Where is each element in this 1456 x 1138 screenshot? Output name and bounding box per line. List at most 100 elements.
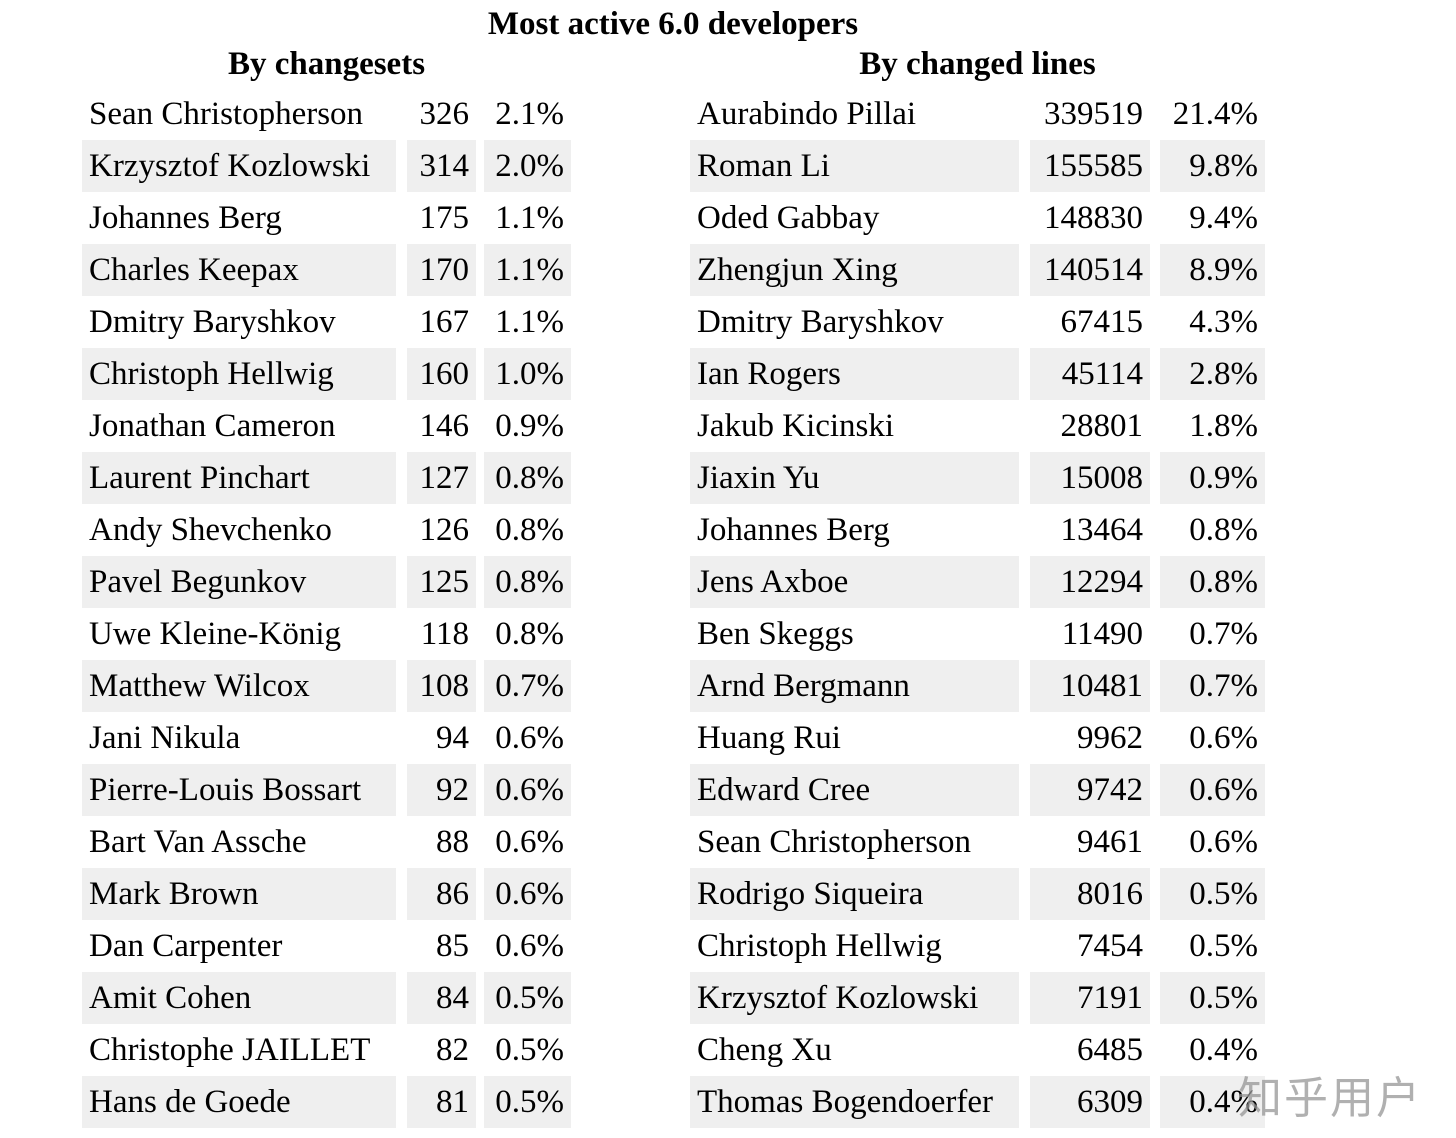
percent-value: 2.8% [1160, 348, 1265, 400]
developer-name: Rodrigo Siqueira [690, 868, 1019, 920]
table-row: Christoph Hellwig 7454 0.5% [690, 920, 1265, 972]
developer-name: Oded Gabbay [697, 200, 880, 236]
count-value: 125 [407, 556, 476, 608]
table-row: Bart Van Assche 88 0.6% [82, 816, 571, 868]
percent-value: 0.5% [495, 1032, 564, 1068]
percent-value: 4.3% [1189, 304, 1258, 340]
table-row: Zhengjun Xing 140514 8.9% [690, 244, 1265, 296]
developer-name: Christoph Hellwig [82, 348, 396, 400]
developer-name: Jani Nikula [89, 720, 241, 756]
count-value: 167 [419, 304, 470, 340]
table-row: Edward Cree 9742 0.6% [690, 764, 1265, 816]
changed-lines-heading: By changed lines [859, 46, 1096, 82]
table-row: Charles Keepax 170 1.1% [82, 244, 571, 296]
count-value: 146 [419, 408, 470, 444]
table-row: Jens Axboe 12294 0.8% [690, 556, 1265, 608]
percent-value: 0.8% [484, 452, 571, 504]
percent-value: 0.5% [484, 1076, 571, 1128]
count-value: 10481 [1030, 660, 1150, 712]
percent-value: 0.6% [1189, 720, 1258, 756]
percent-value: 1.8% [1189, 408, 1258, 444]
count-value: 15008 [1030, 452, 1150, 504]
developer-name: Johannes Berg [89, 200, 282, 236]
developer-name: Ben Skeggs [697, 616, 854, 652]
percent-value: 1.1% [484, 244, 571, 296]
table-row: Thomas Bogendoerfer 6309 0.4% [690, 1076, 1265, 1128]
table-row: Roman Li 155585 9.8% [690, 140, 1265, 192]
developer-name: Thomas Bogendoerfer [690, 1076, 1019, 1128]
percent-value: 0.8% [495, 616, 564, 652]
table-row: Dan Carpenter 85 0.6% [82, 920, 571, 972]
developer-name: Johannes Berg [697, 512, 890, 548]
changesets-heading: By changesets [227, 46, 426, 82]
count-value: 155585 [1030, 140, 1150, 192]
count-value: 67415 [1060, 304, 1144, 340]
developer-name: Laurent Pinchart [82, 452, 396, 504]
developer-name: Dan Carpenter [89, 928, 283, 964]
table-row: Cheng Xu 6485 0.4% [690, 1024, 1265, 1076]
table-row: Ben Skeggs 11490 0.7% [690, 608, 1265, 660]
page-title: Most active 6.0 developers [487, 6, 859, 42]
percent-value: 0.6% [495, 720, 564, 756]
percent-value: 0.6% [484, 764, 571, 816]
percent-value: 9.4% [1189, 200, 1258, 236]
table-row: Aurabindo Pillai 339519 21.4% [690, 88, 1265, 140]
developer-name: Andy Shevchenko [89, 512, 332, 548]
developer-name: Jens Axboe [690, 556, 1019, 608]
developer-name: Christoph Hellwig [697, 928, 942, 964]
developer-name: Aurabindo Pillai [697, 96, 917, 132]
percent-value: 0.5% [1189, 928, 1258, 964]
table-row: Amit Cohen 84 0.5% [82, 972, 571, 1024]
developer-name: Hans de Goede [82, 1076, 396, 1128]
table-row: Johannes Berg 175 1.1% [82, 192, 571, 244]
watermark: 知乎用户 [1238, 1073, 1422, 1124]
developer-name: Amit Cohen [82, 972, 396, 1024]
percent-value: 0.7% [1160, 660, 1265, 712]
developer-name: Krzysztof Kozlowski [690, 972, 1019, 1024]
percent-value: 0.9% [495, 408, 564, 444]
count-value: 7191 [1030, 972, 1150, 1024]
count-value: 175 [419, 200, 470, 236]
count-value: 11490 [1061, 616, 1143, 652]
percent-value: 0.7% [484, 660, 571, 712]
count-value: 13464 [1060, 512, 1144, 548]
developer-name: Mark Brown [82, 868, 396, 920]
count-value: 140514 [1030, 244, 1150, 296]
developer-name: Bart Van Assche [89, 824, 307, 860]
table-row: Mark Brown 86 0.6% [82, 868, 571, 920]
percent-value: 8.9% [1160, 244, 1265, 296]
count-value: 108 [407, 660, 476, 712]
count-value: 326 [419, 96, 470, 132]
count-value: 86 [407, 868, 476, 920]
table-row: Huang Rui 9962 0.6% [690, 712, 1265, 764]
table-row: Christophe JAILLET 82 0.5% [82, 1024, 571, 1076]
percent-value: 21.4% [1172, 96, 1258, 132]
count-value: 84 [407, 972, 476, 1024]
count-value: 9461 [1077, 824, 1143, 860]
count-value: 94 [436, 720, 469, 756]
table-row: Johannes Berg 13464 0.8% [690, 504, 1265, 556]
percent-value: 1.1% [495, 304, 564, 340]
developer-name: Roman Li [690, 140, 1019, 192]
count-value: 148830 [1044, 200, 1143, 236]
percent-value: 2.0% [484, 140, 571, 192]
developer-name: Huang Rui [697, 720, 841, 756]
developer-name: Jakub Kicinski [697, 408, 895, 444]
percent-value: 1.0% [484, 348, 571, 400]
developer-name: Dmitry Baryshkov [697, 304, 944, 340]
count-value: 126 [419, 512, 470, 548]
count-value: 88 [436, 824, 469, 860]
percent-value: 0.8% [1160, 556, 1265, 608]
table-row: Sean Christopherson 9461 0.6% [690, 816, 1265, 868]
count-value: 127 [407, 452, 476, 504]
table-row: Uwe Kleine-König 118 0.8% [82, 608, 571, 660]
count-value: 81 [407, 1076, 476, 1128]
developer-name: Jiaxin Yu [690, 452, 1019, 504]
count-value: 170 [407, 244, 476, 296]
count-value: 82 [436, 1032, 469, 1068]
table-row: Krzysztof Kozlowski 314 2.0% [82, 140, 571, 192]
developer-name: Jonathan Cameron [89, 408, 336, 444]
developer-name: Matthew Wilcox [82, 660, 396, 712]
count-value: 6485 [1077, 1032, 1143, 1068]
developer-name: Ian Rogers [690, 348, 1019, 400]
